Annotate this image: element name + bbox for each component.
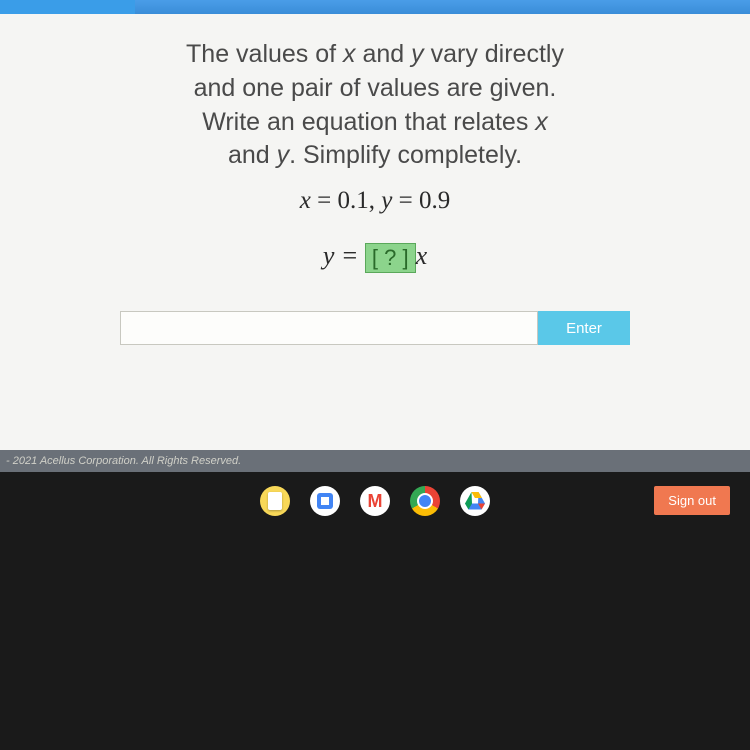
copyright-text: - 2021 Acellus Corporation. All Rights R… <box>6 455 241 467</box>
text: and <box>356 40 412 68</box>
var-y: y <box>277 141 290 169</box>
text: vary directly <box>424 40 564 68</box>
copyright-footer: - 2021 Acellus Corporation. All Rights R… <box>0 450 750 472</box>
answer-placeholder-box: [ ? ] <box>365 243 416 273</box>
problem-statement: The values of x and y vary directly and … <box>135 38 615 173</box>
text: The values of <box>186 40 343 68</box>
answer-input-row: Enter <box>120 311 630 345</box>
browser-tab[interactable] <box>0 0 135 14</box>
var-x: x <box>535 108 548 136</box>
docs-yellow-icon[interactable] <box>260 486 290 516</box>
eq: = <box>334 241 365 270</box>
var-x: x <box>416 241 428 270</box>
var-x: x <box>300 187 311 214</box>
desktop-dark-area: M Sign out <box>0 472 750 750</box>
answer-input[interactable] <box>120 311 538 345</box>
text: Write an equation that relates <box>202 108 535 136</box>
blue-doc-glyph <box>317 493 333 509</box>
drive-triangle-glyph <box>465 492 485 510</box>
doc-glyph <box>268 492 282 510</box>
chrome-icon[interactable] <box>410 486 440 516</box>
problem-panel: The values of x and y vary directly and … <box>0 14 750 450</box>
gmail-m-glyph: M <box>368 491 383 512</box>
eq: = <box>392 187 419 214</box>
text: and <box>228 141 277 169</box>
var-y: y <box>381 187 392 214</box>
answer-equation: y = [ ? ]x <box>323 241 427 273</box>
text: and one pair of values are given. <box>194 74 557 102</box>
var-x: x <box>343 40 356 68</box>
y-value: 0.9 <box>419 187 450 214</box>
var-y: y <box>411 40 424 68</box>
sep: , <box>369 187 382 214</box>
eq: = <box>311 187 338 214</box>
enter-button[interactable]: Enter <box>538 311 630 345</box>
docs-blue-icon[interactable] <box>310 486 340 516</box>
given-values: x = 0.1, y = 0.9 <box>300 187 450 215</box>
var-y: y <box>323 241 335 270</box>
gmail-icon[interactable]: M <box>360 486 390 516</box>
text: . Simplify completely. <box>289 141 522 169</box>
drive-icon[interactable] <box>460 486 490 516</box>
app-icon-row: M <box>0 486 750 516</box>
x-value: 0.1 <box>338 187 369 214</box>
browser-header-bar <box>0 0 750 14</box>
sign-out-button[interactable]: Sign out <box>654 486 730 515</box>
